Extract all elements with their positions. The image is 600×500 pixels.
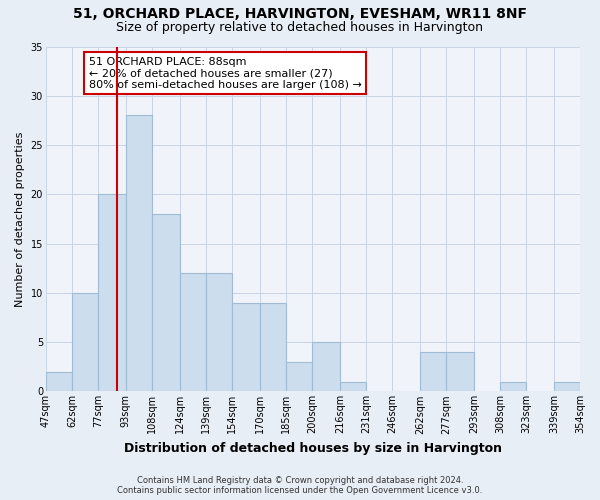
Bar xyxy=(286,362,312,392)
Bar xyxy=(446,352,474,392)
Text: Contains HM Land Registry data © Crown copyright and database right 2024.
Contai: Contains HM Land Registry data © Crown c… xyxy=(118,476,482,495)
Text: Size of property relative to detached houses in Harvington: Size of property relative to detached ho… xyxy=(116,21,484,34)
Bar xyxy=(126,116,152,392)
Bar xyxy=(72,293,98,392)
Bar xyxy=(98,194,126,392)
Bar xyxy=(500,382,526,392)
Bar xyxy=(312,342,340,392)
Bar xyxy=(232,302,260,392)
Bar xyxy=(206,273,232,392)
Y-axis label: Number of detached properties: Number of detached properties xyxy=(15,132,25,306)
Bar xyxy=(180,273,206,392)
Bar xyxy=(152,214,180,392)
Bar xyxy=(46,372,72,392)
Text: 51, ORCHARD PLACE, HARVINGTON, EVESHAM, WR11 8NF: 51, ORCHARD PLACE, HARVINGTON, EVESHAM, … xyxy=(73,8,527,22)
Bar xyxy=(554,382,580,392)
Bar xyxy=(260,302,286,392)
X-axis label: Distribution of detached houses by size in Harvington: Distribution of detached houses by size … xyxy=(124,442,502,455)
Bar xyxy=(420,352,446,392)
Bar xyxy=(340,382,366,392)
Text: 51 ORCHARD PLACE: 88sqm
← 20% of detached houses are smaller (27)
80% of semi-de: 51 ORCHARD PLACE: 88sqm ← 20% of detache… xyxy=(89,57,361,90)
